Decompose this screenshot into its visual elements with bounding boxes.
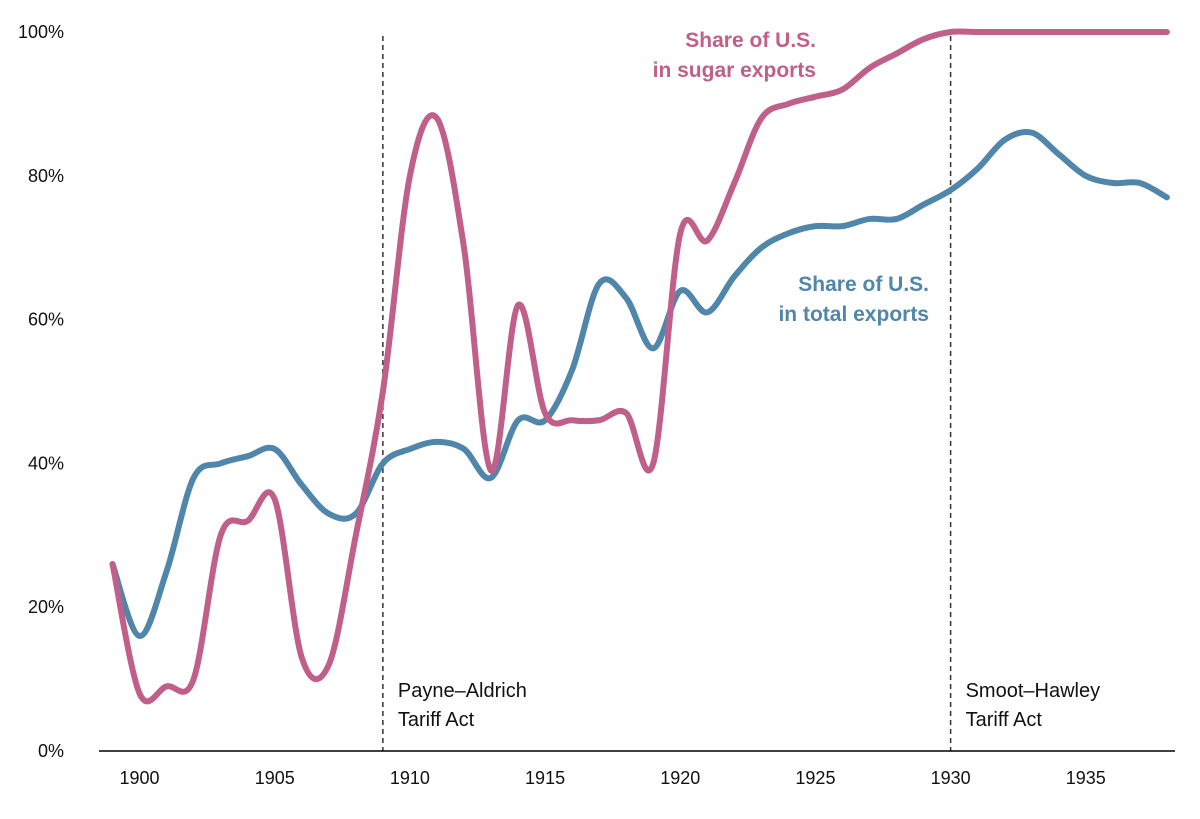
y-tick-label-60: 60%	[28, 310, 64, 330]
x-tick-label-1915: 1915	[525, 768, 565, 788]
y-tick-label-40: 40%	[28, 453, 64, 473]
x-tick-label-1930: 1930	[931, 768, 971, 788]
x-tick-label-1910: 1910	[390, 768, 430, 788]
annotation-label-1930-line-1: Smoot–Hawley	[966, 680, 1101, 702]
annotation-label-1930-line-2: Tariff Act	[966, 709, 1043, 731]
y-tick-label-100: 100%	[18, 22, 64, 42]
x-tick-label-1935: 1935	[1066, 768, 1106, 788]
annotation-label-1909-line-2: Tariff Act	[398, 709, 475, 731]
series-line-sugar-exports	[109, 28, 1170, 705]
series-layer	[109, 28, 1170, 705]
y-tick-label-0: 0%	[38, 741, 64, 761]
series-labels: Share of U.S. in sugar exports Share of U.…	[653, 29, 929, 326]
series-label-total-exports-line-2: in total exports	[778, 303, 929, 326]
y-tick-labels: 0% 20% 40% 60% 80% 100%	[18, 22, 64, 761]
y-tick-label-80: 80%	[28, 166, 64, 186]
annotation-layer: Payne–Aldrich Tariff Act Smoot–Hawley Tarif…	[382, 36, 1101, 751]
series-label-sugar-exports-line-2: in sugar exports	[653, 59, 816, 82]
annotation-label-1909-line-1: Payne–Aldrich	[398, 680, 527, 702]
y-tick-label-20: 20%	[28, 597, 64, 617]
x-tick-label-1900: 1900	[120, 768, 160, 788]
series-label-total-exports-line-1: Share of U.S.	[798, 273, 929, 296]
x-tick-label-1925: 1925	[795, 768, 835, 788]
series-label-sugar-exports-line-1: Share of U.S.	[685, 29, 816, 52]
series-line-total-exports	[109, 128, 1170, 639]
x-tick-label-1920: 1920	[660, 768, 700, 788]
x-tick-label-1905: 1905	[255, 768, 295, 788]
x-tick-labels: 1900 1905 1910 1915 1920 1925 1930 1935	[120, 768, 1106, 788]
